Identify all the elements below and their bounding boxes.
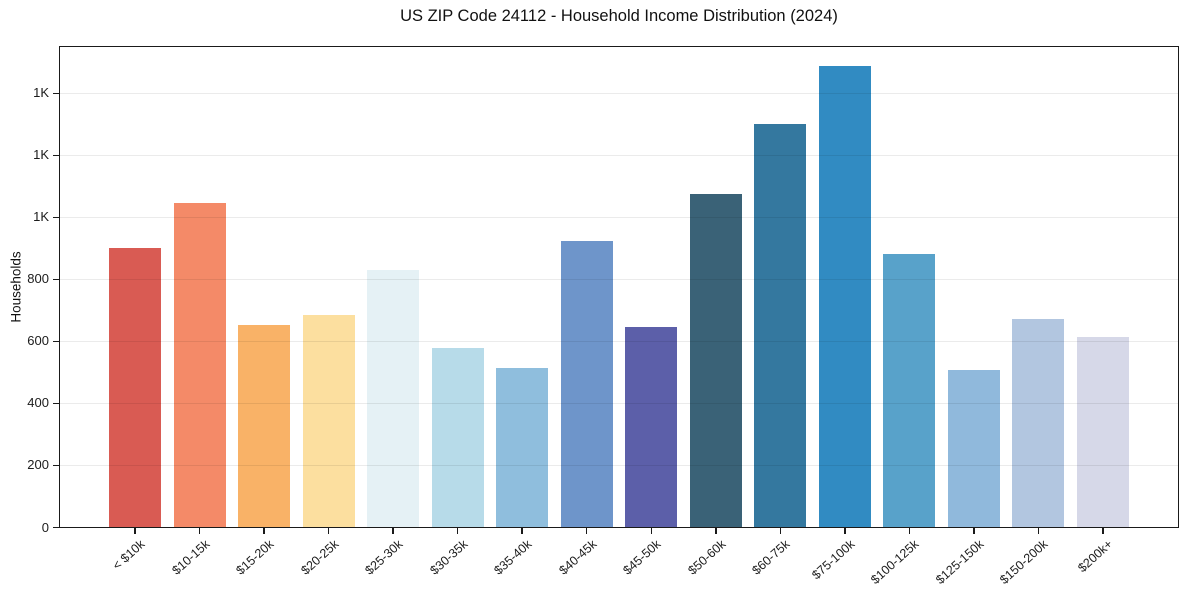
- y-tick-label: 1K: [33, 209, 49, 225]
- gridline: [59, 278, 1179, 281]
- gridline: [59, 92, 1179, 95]
- x-tick-mark: [198, 527, 201, 534]
- y-tick-mark: [53, 92, 59, 95]
- x-tick-mark: [650, 527, 652, 534]
- y-tick-mark: [53, 154, 59, 157]
- gridline: [59, 340, 1179, 343]
- bar: [431, 348, 484, 528]
- x-tick-mark: [134, 527, 136, 534]
- bar: [947, 370, 1000, 528]
- gridline: [59, 464, 1179, 467]
- y-tick-mark: [53, 526, 59, 529]
- bar: [818, 66, 871, 528]
- y-tick-label: 0: [41, 519, 49, 535]
- x-tick-mark: [327, 527, 330, 534]
- y-tick-label: 600: [27, 333, 49, 349]
- gridline: [59, 216, 1179, 219]
- bar: [689, 194, 742, 528]
- x-tick-mark: [263, 527, 265, 534]
- bar: [754, 123, 807, 528]
- y-tick-label: 1K: [33, 85, 49, 101]
- bar: [109, 248, 161, 528]
- bar: [367, 269, 420, 528]
- bar: [1012, 319, 1065, 528]
- y-tick-label: 200: [27, 457, 49, 473]
- gridline: [59, 402, 1179, 405]
- bar: [496, 368, 549, 528]
- bar: [625, 327, 678, 528]
- y-tick-mark: [53, 278, 59, 281]
- x-tick-mark: [844, 527, 846, 534]
- bar: [302, 315, 355, 528]
- x-tick-mark: [908, 527, 911, 534]
- x-tick-mark: [1037, 527, 1040, 534]
- x-tick-mark: [779, 527, 782, 534]
- chart-title: US ZIP Code 24112 - Household Income Dis…: [400, 7, 838, 25]
- y-tick-mark: [53, 402, 59, 405]
- x-tick-label: < $10k: [109, 536, 148, 573]
- bar: [883, 254, 936, 528]
- y-tick-label: 400: [27, 395, 49, 411]
- y-tick-label: 800: [27, 271, 49, 287]
- x-tick-mark: [521, 527, 523, 534]
- x-tick-mark: [973, 527, 975, 534]
- bar: [238, 325, 291, 528]
- x-tick-mark: [392, 527, 394, 534]
- y-tick-mark: [53, 340, 59, 343]
- x-tick-mark: [1102, 527, 1104, 534]
- y-tick-label: 1K: [33, 147, 49, 163]
- bar: [173, 202, 226, 528]
- bar: [1076, 336, 1129, 528]
- y-tick-mark: [53, 464, 59, 467]
- y-tick-mark: [53, 216, 59, 219]
- bar: [560, 241, 613, 528]
- gridline: [59, 154, 1179, 157]
- x-tick-mark: [715, 527, 717, 534]
- x-tick-mark: [585, 527, 588, 534]
- x-tick-mark: [456, 527, 459, 534]
- plot-area: [59, 46, 1179, 528]
